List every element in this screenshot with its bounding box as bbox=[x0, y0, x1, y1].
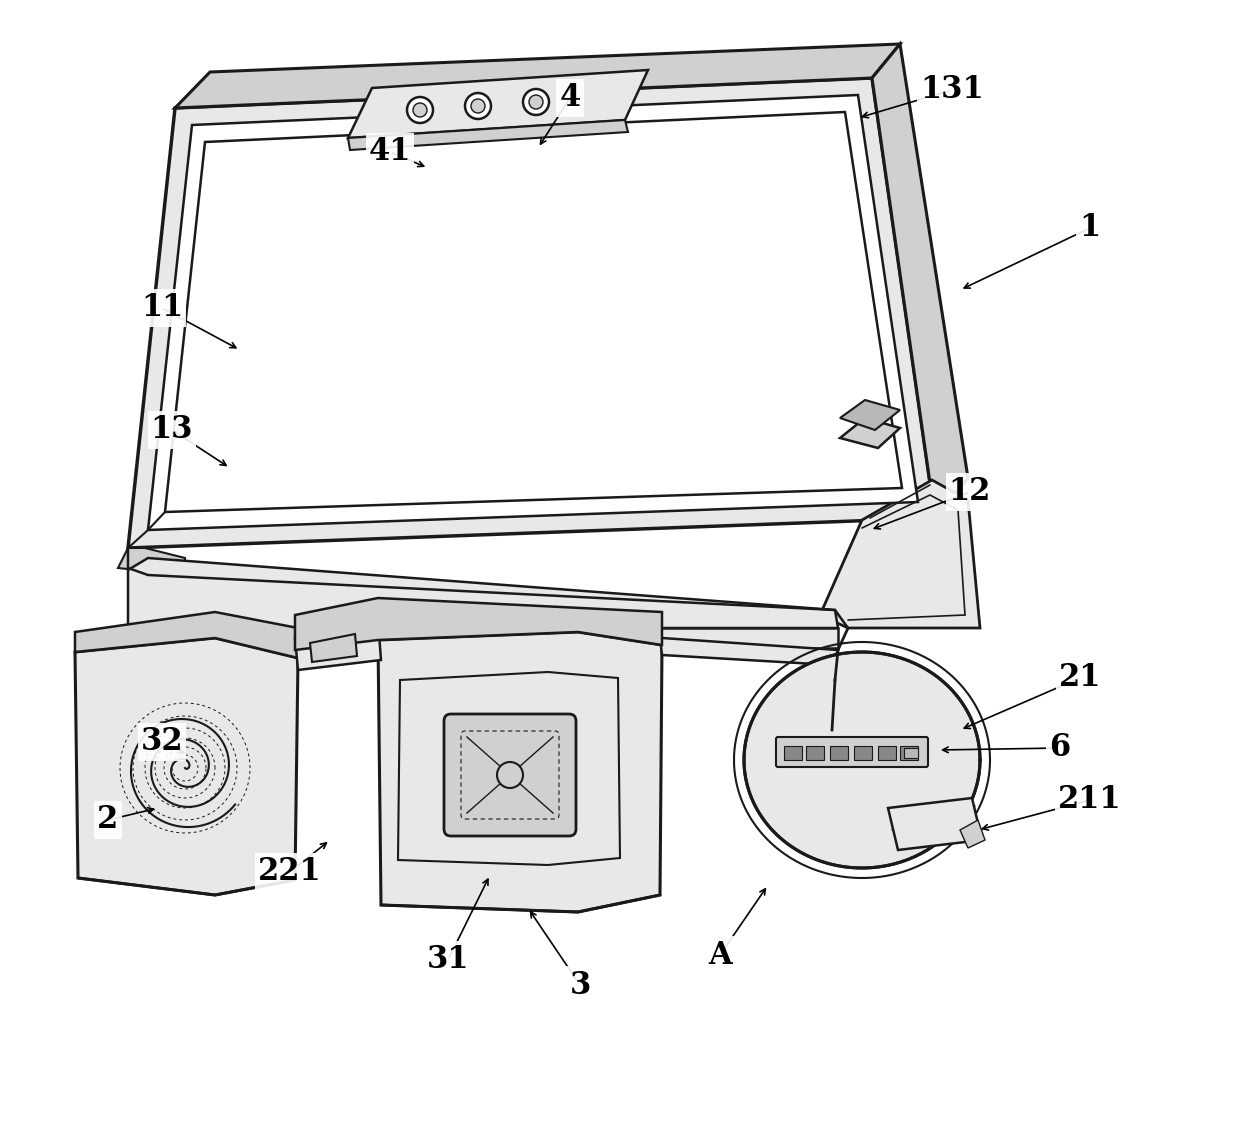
Text: 41: 41 bbox=[368, 137, 412, 168]
Bar bbox=[830, 746, 848, 760]
Polygon shape bbox=[128, 78, 935, 548]
Polygon shape bbox=[295, 598, 662, 650]
Polygon shape bbox=[74, 612, 298, 658]
Polygon shape bbox=[128, 558, 838, 628]
Bar bbox=[854, 746, 872, 760]
Circle shape bbox=[523, 90, 549, 115]
Polygon shape bbox=[378, 633, 662, 912]
Polygon shape bbox=[118, 548, 185, 575]
Polygon shape bbox=[348, 121, 627, 150]
Text: 4: 4 bbox=[559, 83, 580, 114]
Text: 3: 3 bbox=[569, 970, 590, 1001]
Circle shape bbox=[471, 99, 485, 113]
Polygon shape bbox=[872, 44, 968, 518]
Bar bbox=[784, 746, 802, 760]
Polygon shape bbox=[839, 418, 900, 448]
Polygon shape bbox=[165, 113, 901, 512]
Polygon shape bbox=[960, 820, 985, 848]
Text: 211: 211 bbox=[1058, 784, 1122, 815]
Polygon shape bbox=[310, 634, 357, 662]
Polygon shape bbox=[660, 638, 838, 665]
Text: 11: 11 bbox=[141, 293, 184, 324]
Polygon shape bbox=[744, 652, 980, 868]
Polygon shape bbox=[348, 70, 649, 138]
Text: 31: 31 bbox=[427, 945, 469, 976]
Circle shape bbox=[407, 96, 433, 123]
Polygon shape bbox=[839, 400, 900, 430]
Text: 2: 2 bbox=[98, 805, 119, 836]
Polygon shape bbox=[128, 628, 838, 647]
Circle shape bbox=[465, 93, 491, 119]
Circle shape bbox=[413, 103, 427, 117]
Bar bbox=[900, 746, 918, 760]
Polygon shape bbox=[820, 480, 980, 628]
Text: 131: 131 bbox=[920, 75, 983, 106]
FancyBboxPatch shape bbox=[444, 714, 577, 836]
Text: 32: 32 bbox=[140, 727, 184, 758]
Bar bbox=[806, 746, 825, 760]
Text: 6: 6 bbox=[1049, 732, 1070, 763]
Text: A: A bbox=[708, 939, 732, 970]
Circle shape bbox=[529, 95, 543, 109]
Text: 221: 221 bbox=[258, 856, 322, 887]
Text: 21: 21 bbox=[1059, 662, 1101, 693]
Text: 13: 13 bbox=[151, 414, 193, 445]
Bar bbox=[878, 746, 897, 760]
Polygon shape bbox=[74, 638, 298, 895]
Text: 12: 12 bbox=[949, 476, 991, 507]
Circle shape bbox=[497, 762, 523, 788]
Polygon shape bbox=[175, 44, 900, 108]
Polygon shape bbox=[148, 95, 918, 530]
Text: 1: 1 bbox=[1080, 212, 1101, 243]
FancyBboxPatch shape bbox=[776, 737, 928, 767]
Bar bbox=[904, 748, 918, 758]
Polygon shape bbox=[295, 620, 381, 670]
Polygon shape bbox=[888, 798, 982, 850]
Polygon shape bbox=[398, 672, 620, 864]
